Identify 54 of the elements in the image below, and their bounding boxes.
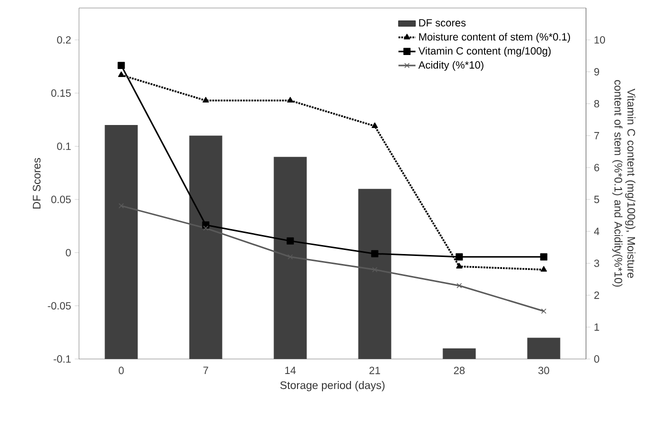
x-axis-title: Storage period (days) bbox=[280, 381, 384, 392]
y2-tick-label: 6 bbox=[594, 164, 600, 172]
point bbox=[456, 282, 462, 288]
point bbox=[456, 253, 463, 260]
y-axis-title: DF Scores bbox=[32, 158, 41, 208]
y-tick-label: 0.1 bbox=[57, 142, 71, 150]
bar bbox=[189, 136, 222, 359]
x-tick-label: 14 bbox=[285, 366, 296, 374]
point bbox=[203, 226, 208, 231]
x-tick-label: 28 bbox=[454, 366, 465, 374]
point bbox=[287, 96, 294, 103]
y-tick-label: -0.1 bbox=[54, 355, 71, 363]
legend-label: Acidity (%*10) bbox=[418, 60, 484, 71]
y2-tick-label: 3 bbox=[594, 260, 600, 267]
y2-axis-title: Vitamin C content (mg/100g), Moisture content of stem (%*0.1) and Acidity(%*10) bbox=[612, 80, 636, 287]
x-tick-label: 21 bbox=[369, 366, 380, 374]
y2-tick-label: 0 bbox=[594, 355, 600, 363]
bar bbox=[274, 156, 307, 359]
point bbox=[118, 203, 124, 208]
bar bbox=[527, 338, 560, 359]
y2-tick-label: 2 bbox=[594, 292, 600, 299]
point bbox=[372, 267, 378, 272]
y2-tick-label: 1 bbox=[594, 324, 600, 331]
y2-tick-label: 8 bbox=[594, 100, 600, 108]
y-tick-label: 0 bbox=[66, 248, 71, 256]
point bbox=[202, 96, 209, 103]
x-tick-label: 0 bbox=[118, 366, 124, 374]
bar bbox=[442, 348, 476, 359]
point bbox=[118, 62, 125, 70]
point bbox=[118, 71, 124, 77]
y2-tick-label: 4 bbox=[594, 228, 600, 235]
y2-tick-label: 7 bbox=[594, 132, 600, 140]
point bbox=[372, 122, 378, 128]
y-tick-label: 0.15 bbox=[51, 89, 71, 97]
y-tick-label: -0.05 bbox=[48, 302, 71, 310]
point bbox=[541, 308, 546, 314]
x-tick-label: 30 bbox=[538, 366, 550, 374]
legend-label: Vitamin C content (mg/100g) bbox=[418, 46, 551, 57]
y-tick-label: 0.05 bbox=[51, 196, 71, 204]
legend-label: DF scores bbox=[419, 19, 466, 27]
bar bbox=[358, 188, 392, 359]
point bbox=[288, 254, 293, 260]
y2-tick-label: 5 bbox=[594, 196, 600, 204]
point bbox=[456, 262, 462, 268]
point bbox=[286, 237, 294, 245]
point bbox=[371, 250, 378, 258]
x-tick-label: 7 bbox=[203, 366, 208, 374]
y-tick-label: 0.2 bbox=[57, 36, 71, 44]
y2-tick-label: 9 bbox=[594, 68, 600, 76]
point bbox=[540, 266, 547, 272]
bar bbox=[104, 125, 138, 359]
point bbox=[540, 253, 548, 260]
y2-tick-label: 10 bbox=[594, 36, 605, 44]
legend-label: Moisture content of stem (%*0.1) bbox=[419, 32, 570, 43]
